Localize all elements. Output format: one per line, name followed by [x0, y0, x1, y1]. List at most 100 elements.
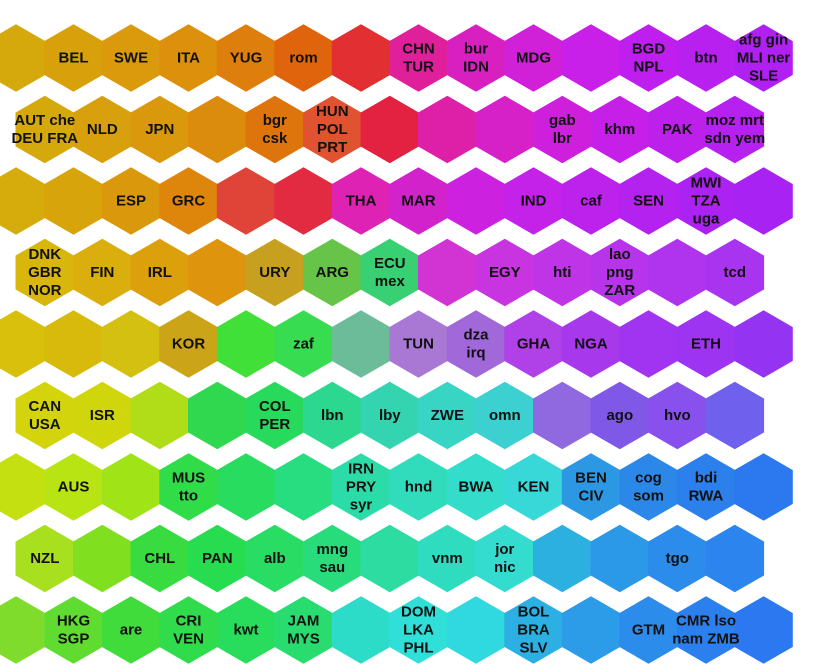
hex-cell-label: MDG — [516, 50, 551, 67]
hex-cell-label: URY — [259, 264, 290, 281]
hex-cell-label: ARG — [316, 264, 349, 281]
hex-cell-label: kwt — [233, 622, 258, 639]
hex-cell-label: GRC — [172, 193, 206, 210]
hex-cell-label: nam ZMB — [672, 631, 740, 648]
hex-cell — [331, 596, 391, 664]
hex-cell — [188, 95, 247, 164]
hex-cell-label: uga — [693, 211, 720, 228]
hex-cell-label: DOM — [401, 604, 436, 621]
hex-cell — [188, 381, 247, 450]
hex-cell-label: NGA — [574, 336, 608, 353]
hex-cell-label: ZWE — [431, 407, 464, 424]
hex-cell — [0, 453, 46, 521]
hex-cell — [101, 310, 161, 378]
hex-cell-label: AUS — [58, 479, 90, 496]
hex-cell-label: sau — [319, 559, 345, 576]
hex-cell — [331, 310, 391, 378]
hex-cell-label: MUS — [172, 470, 205, 487]
hex-cell-label: JAM — [288, 613, 320, 630]
hex-cell-label: hvo — [664, 407, 691, 424]
hex-cell-label: CHL — [144, 550, 175, 567]
hex-cell-label: ZAR — [604, 282, 635, 299]
hex-cell-label: GTM — [632, 622, 665, 639]
hex-cell — [590, 524, 649, 593]
hex-cell — [734, 167, 793, 235]
hex-cell — [418, 238, 477, 307]
hex-cell-label: IRN — [348, 461, 374, 478]
hex-cell — [561, 24, 621, 92]
hex-cell — [331, 24, 391, 92]
hex-cell-label: HUN — [316, 103, 349, 120]
hex-cell-label: USA — [29, 416, 61, 433]
hex-cell-label: rom — [289, 50, 317, 67]
hex-cell-label: PER — [259, 416, 290, 433]
hex-cell — [0, 310, 46, 378]
hex-cell-label: BWA — [459, 479, 494, 496]
hex-cell — [734, 24, 793, 92]
hex-cell-label: MLI ner — [737, 50, 790, 67]
hex-cell-label: MAR — [401, 193, 435, 210]
hex-cell — [533, 524, 592, 593]
hex-cell — [475, 95, 534, 164]
hex-cell-label: khm — [604, 121, 635, 138]
hex-cell-label: MWI — [691, 175, 722, 192]
hex-cell-label: ESP — [116, 193, 146, 210]
hex-cell — [274, 167, 333, 235]
hex-cell — [446, 596, 506, 664]
hex-cell — [734, 310, 793, 378]
hex-cell-label: SGP — [58, 631, 90, 648]
hex-cell-label: irq — [466, 345, 485, 362]
hex-cell-label: FIN — [90, 264, 114, 281]
hex-cell-label: nic — [494, 559, 516, 576]
hex-cell — [705, 524, 765, 593]
hex-cell-label: JPN — [145, 121, 174, 138]
hex-cell-label: BGD — [632, 41, 666, 58]
hex-cell-label: GHA — [517, 336, 551, 353]
hex-cell — [130, 381, 189, 450]
hex-cell-label: lbn — [321, 407, 344, 424]
hex-cell-label: mex — [375, 273, 406, 290]
hex-cell-label: tto — [179, 488, 198, 505]
hex-cell-label: zaf — [293, 336, 315, 353]
hex-cell-label: BEN — [575, 470, 607, 487]
hex-cell-label: GBR — [28, 264, 62, 281]
hex-cell-label: BRA — [517, 622, 550, 639]
hex-cell-label: alb — [264, 550, 286, 567]
hex-cell-label: lby — [379, 407, 401, 424]
hex-cell-label: ago — [606, 407, 633, 424]
hex-cell — [561, 596, 621, 664]
hex-cell-label: CIV — [578, 488, 603, 505]
hex-cell-label: PAK — [662, 121, 693, 138]
hex-cell-label: omn — [489, 407, 521, 424]
hex-cell — [734, 596, 793, 664]
hex-cell — [0, 24, 46, 92]
hex-cell-label: IND — [521, 193, 547, 210]
hex-cell-label: ETH — [691, 336, 721, 353]
hex-cell — [0, 167, 46, 235]
hex-cell — [705, 95, 765, 164]
hex-cell-label: ISR — [90, 407, 115, 424]
hex-cell — [533, 381, 592, 450]
hex-cell-label: LKA — [403, 622, 434, 639]
hex-cell-label: vnm — [432, 550, 463, 567]
hex-cell-label: IRL — [148, 264, 172, 281]
hex-cell-label: tgo — [666, 550, 689, 567]
hex-cell-label: BOL — [518, 604, 550, 621]
hex-cell-label: btn — [694, 50, 717, 67]
hex-cell — [44, 167, 103, 235]
hex-cell-label: PRY — [346, 479, 376, 496]
hex-cell-label: SLV — [519, 640, 547, 657]
hex-cell — [648, 238, 707, 307]
hex-cell-label: NZL — [30, 550, 59, 567]
hex-cell-label: IDN — [463, 59, 489, 76]
hex-cell-label: MYS — [287, 631, 320, 648]
hex-cell-label: caf — [580, 193, 603, 210]
hex-cell-label: TUN — [403, 336, 434, 353]
hex-cell-label: PRT — [317, 139, 347, 156]
hex-cell-label: CRI — [176, 613, 202, 630]
hex-cell — [418, 95, 477, 164]
hex-cell — [619, 310, 678, 378]
hex-cell — [360, 524, 419, 593]
